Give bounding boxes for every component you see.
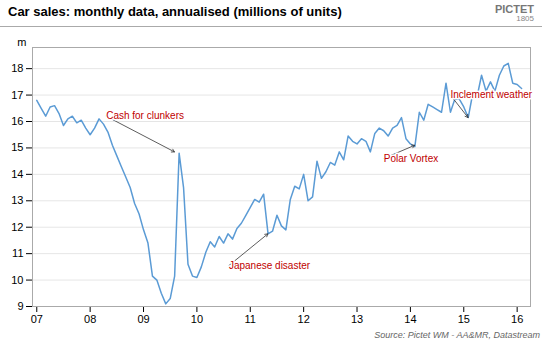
svg-text:16: 16 [11, 115, 23, 127]
svg-text:Polar Vortex: Polar Vortex [384, 153, 438, 164]
svg-text:17: 17 [11, 89, 23, 101]
html-text:1805: 1805 [516, 14, 534, 23]
svg-text:18: 18 [11, 62, 23, 74]
svg-text:10: 10 [191, 313, 203, 325]
svg-text:12: 12 [298, 313, 310, 325]
svg-text:15: 15 [458, 313, 470, 325]
svg-text:15: 15 [11, 141, 23, 153]
svg-text:07: 07 [31, 313, 43, 325]
html-text:PICTET: PICTET [494, 3, 534, 15]
svg-text:Inclement weather: Inclement weather [450, 89, 532, 100]
svg-text:11: 11 [245, 313, 256, 325]
svg-text:11: 11 [12, 247, 23, 259]
svg-text:Japanese disaster: Japanese disaster [229, 260, 311, 271]
svg-text:16: 16 [511, 313, 523, 325]
svg-text:09: 09 [137, 313, 149, 325]
svg-text:12: 12 [11, 221, 23, 233]
svg-text:13: 13 [11, 194, 23, 206]
html-text:Source: Pictet WM - AA&MR, Dat: Source: Pictet WM - AA&MR, Datastream [374, 330, 540, 340]
svg-text:14: 14 [11, 168, 23, 180]
svg-text:08: 08 [84, 313, 96, 325]
svg-text:m: m [17, 36, 26, 48]
svg-text:14: 14 [404, 313, 416, 325]
svg-text:9: 9 [17, 300, 23, 312]
svg-text:10: 10 [11, 274, 23, 286]
svg-text:Cash for clunkers: Cash for clunkers [106, 110, 184, 121]
html-text:Car sales: monthly data, annua: Car sales: monthly data, annualised (mil… [8, 4, 342, 19]
svg-text:13: 13 [351, 313, 363, 325]
